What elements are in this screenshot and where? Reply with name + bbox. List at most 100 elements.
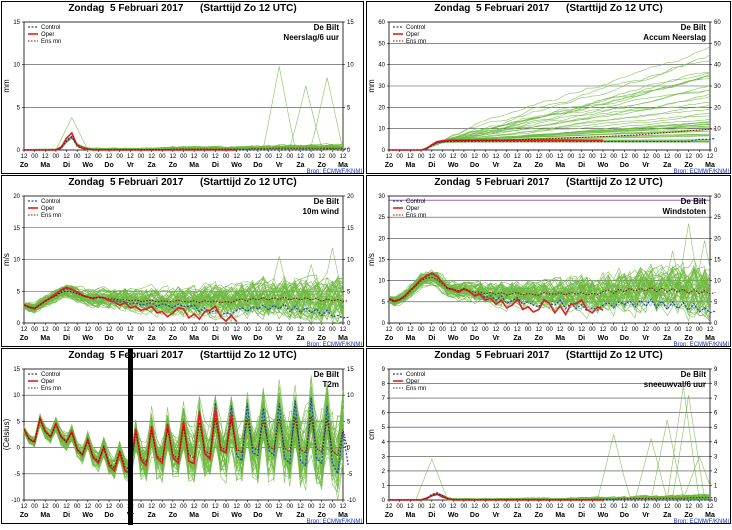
x-tick-label: 00 bbox=[74, 327, 81, 333]
x-tick-label: 00 bbox=[503, 327, 510, 333]
location-label: De Bilt bbox=[314, 197, 340, 206]
x-tick-label: 00 bbox=[568, 154, 575, 160]
x-tick-label: 00 bbox=[223, 327, 230, 333]
x-tick-label: 12 bbox=[621, 504, 628, 510]
ensemble-member-line bbox=[23, 278, 344, 315]
y-tick-label: 20 bbox=[378, 105, 385, 111]
x-tick-label: 12 bbox=[42, 154, 49, 160]
x-tick-label: 12 bbox=[318, 327, 325, 333]
x-tick-label: 12 bbox=[578, 327, 585, 333]
day-label: Ma bbox=[705, 512, 715, 519]
x-tick-label: 00 bbox=[180, 504, 187, 510]
legend-label: Oper bbox=[406, 32, 419, 38]
y-tick-label: 2 bbox=[382, 469, 386, 475]
day-label: Di bbox=[578, 162, 585, 169]
x-tick-label: 12 bbox=[297, 327, 304, 333]
y-tick-label: 0 bbox=[714, 321, 718, 327]
ensemble-member-line bbox=[389, 419, 711, 501]
x-tick-label: 12 bbox=[127, 327, 134, 333]
x-tick-label: 00 bbox=[461, 154, 468, 160]
legend-label: Oper bbox=[406, 379, 419, 385]
y-tick-label: 5 bbox=[714, 425, 718, 431]
x-tick-label: 00 bbox=[589, 154, 596, 160]
ensemble-member-line bbox=[388, 272, 711, 309]
ensemble-member-line bbox=[23, 278, 344, 312]
x-tick-label: 12 bbox=[106, 327, 113, 333]
x-tick-label: 12 bbox=[535, 327, 542, 333]
x-tick-label: 12 bbox=[191, 327, 198, 333]
x-tick-label: 00 bbox=[632, 327, 639, 333]
day-label: Ma bbox=[189, 335, 199, 342]
x-tick-label: 12 bbox=[386, 154, 393, 160]
day-label: Ma bbox=[705, 335, 715, 342]
x-tick-label: 00 bbox=[589, 504, 596, 510]
x-tick-label: 00 bbox=[568, 327, 575, 333]
x-tick-label: 12 bbox=[212, 504, 219, 510]
x-tick-label: 12 bbox=[557, 154, 564, 160]
x-tick-label: 12 bbox=[63, 154, 70, 160]
day-label: Do bbox=[104, 512, 113, 519]
day-label: Zo bbox=[385, 335, 394, 342]
x-tick-label: 12 bbox=[578, 504, 585, 510]
day-label: Za bbox=[296, 335, 304, 342]
x-tick-label: 12 bbox=[276, 504, 283, 510]
x-tick-label: 00 bbox=[31, 154, 38, 160]
x-tick-label: 12 bbox=[600, 327, 607, 333]
y-tick-label: 20 bbox=[13, 194, 20, 200]
day-label: Do bbox=[253, 335, 262, 342]
panel-sneeuwval: Zondag 5 Februari 2017 (Starttijd Zo 12 … bbox=[366, 348, 731, 525]
x-tick-label: 00 bbox=[201, 504, 208, 510]
panel-title: Zondag 5 Februari 2017 (Starttijd Zo 12 … bbox=[68, 350, 297, 361]
x-tick-label: 12 bbox=[276, 327, 283, 333]
y-tick-label: 15 bbox=[13, 226, 20, 232]
day-label: Di bbox=[578, 335, 585, 342]
y-tick-label: 50 bbox=[714, 41, 721, 47]
control-line bbox=[389, 492, 716, 501]
day-label: Di bbox=[63, 162, 70, 169]
x-tick-label: 00 bbox=[116, 154, 123, 160]
y-tick-label: 30 bbox=[378, 84, 385, 90]
day-label: Ma bbox=[555, 162, 565, 169]
x-tick-label: 00 bbox=[308, 327, 315, 333]
day-label: Vr bbox=[492, 162, 499, 169]
day-label: Do bbox=[470, 512, 479, 519]
x-tick-label: 12 bbox=[63, 504, 70, 510]
y-tick-label: 10 bbox=[714, 279, 721, 285]
ensemble-member-line bbox=[389, 434, 711, 501]
day-label: Wo bbox=[231, 512, 242, 519]
ens-mean-line bbox=[23, 416, 349, 471]
x-tick-label: 12 bbox=[212, 327, 219, 333]
day-label: Wo bbox=[598, 162, 609, 169]
day-label: Ma bbox=[705, 162, 715, 169]
day-label: Ma bbox=[40, 335, 50, 342]
day-label: Ma bbox=[189, 512, 199, 519]
legend-label: Ens mn bbox=[406, 39, 426, 45]
y-tick-label: 15 bbox=[347, 226, 354, 232]
day-label: Di bbox=[63, 335, 70, 342]
y-tick-label: 20 bbox=[347, 194, 354, 200]
y-tick-label: 0 bbox=[714, 498, 718, 504]
day-label: Wo bbox=[231, 162, 242, 169]
panel-title: Zondag 5 Februari 2017 (Starttijd Zo 12 … bbox=[434, 3, 663, 14]
y-tick-label: 7 bbox=[714, 396, 718, 402]
x-tick-label: 12 bbox=[148, 327, 155, 333]
y-tick-label: 8 bbox=[714, 382, 718, 388]
day-label: Za bbox=[663, 162, 671, 169]
x-tick-label: 12 bbox=[600, 504, 607, 510]
oper-line bbox=[388, 272, 604, 317]
x-tick-label: 00 bbox=[461, 504, 468, 510]
day-label: Zo bbox=[535, 335, 544, 342]
panel-neerslag: Zondag 5 Februari 2017 (Starttijd Zo 12 … bbox=[1, 1, 364, 175]
x-tick-label: 00 bbox=[138, 327, 145, 333]
ensemble-member-line bbox=[23, 282, 344, 319]
day-label: Do bbox=[104, 335, 113, 342]
x-tick-label: 12 bbox=[255, 154, 262, 160]
day-label: Zo bbox=[684, 162, 693, 169]
x-tick-label: 12 bbox=[170, 327, 177, 333]
x-tick-label: 00 bbox=[159, 154, 166, 160]
y-tick-label: 4 bbox=[714, 440, 718, 446]
day-label: Vr bbox=[642, 335, 649, 342]
x-tick-label: 12 bbox=[535, 504, 542, 510]
